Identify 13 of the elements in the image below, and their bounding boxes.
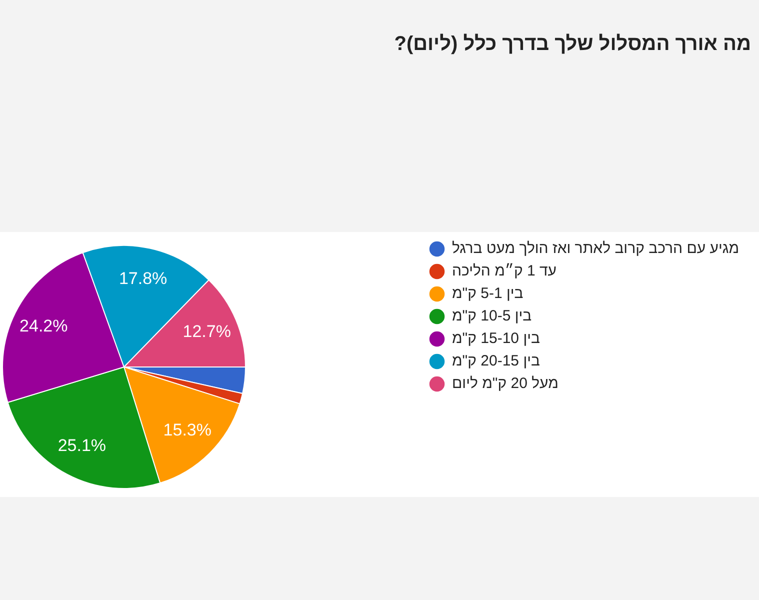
data-label: 17.8% bbox=[118, 268, 168, 288]
legend-label: בין 20-15 ק"מ bbox=[452, 352, 540, 370]
legend-label: עד 1 ק״מ הליכה bbox=[452, 262, 557, 280]
legend-label: מעל 20 ק"מ ליום bbox=[452, 375, 558, 392]
data-label: 24.2% bbox=[20, 316, 68, 336]
legend-label: בין 5-1 ק"מ bbox=[452, 285, 524, 302]
data-label: 12.7% bbox=[182, 322, 231, 341]
legend-label: בין 10-5 ק"מ bbox=[452, 308, 532, 325]
legend-label: בין 15-10 ק"מ bbox=[452, 330, 540, 348]
data-label: 15.3% bbox=[163, 420, 212, 440]
legend-label: מגיע עם הרכב קרוב לאתר ואז הולך מעט ברגל bbox=[452, 240, 740, 258]
data-label: 25.1% bbox=[58, 436, 106, 456]
chart-title: מה אורך המסלול שלך בדרך כלל (ליום)? bbox=[394, 33, 751, 56]
